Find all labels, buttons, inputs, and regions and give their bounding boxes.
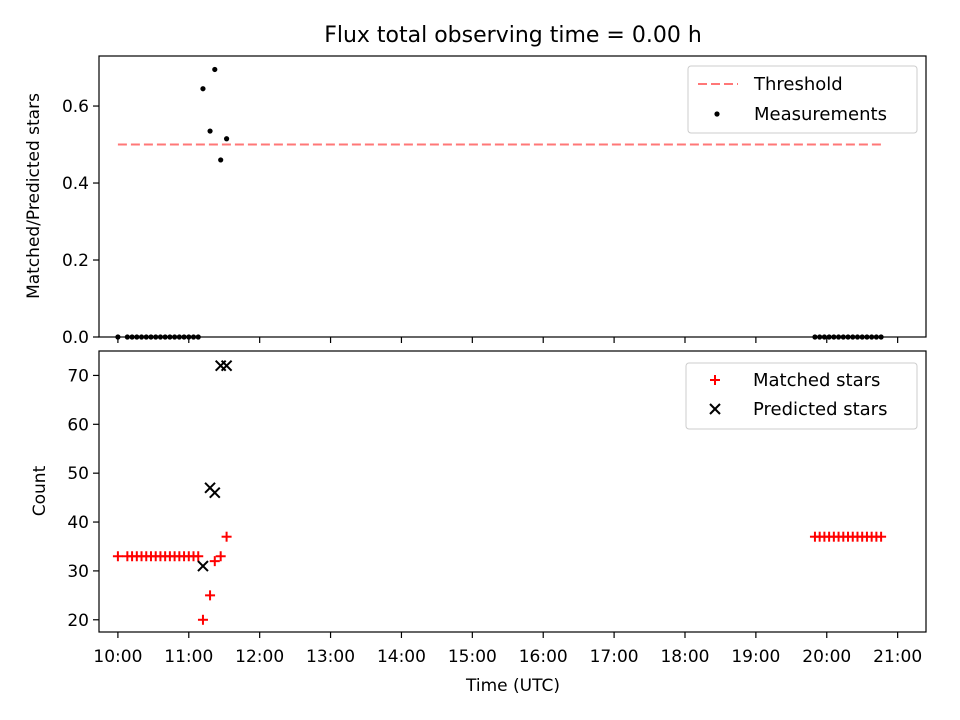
predicted-stars-legend-swatch	[709, 403, 721, 415]
matched-stars-legend-swatch	[710, 375, 720, 385]
measurement-point	[207, 128, 213, 134]
y-tick-label: 60	[67, 415, 89, 435]
y-tick-label: 0.6	[62, 97, 89, 117]
x-tick-label: 12:00	[235, 647, 284, 667]
bottom-axes: 20 30 40 50 60 70 10:00 11:00 12:00 13:00 14:00 15…	[30, 350, 927, 696]
x-tick-label: 16:00	[519, 647, 568, 667]
y-tick-label: 0.2	[62, 251, 89, 271]
y-tick-label: 30	[67, 562, 89, 582]
matched-star-point	[221, 531, 232, 542]
x-tick-label: 15:00	[448, 647, 497, 667]
x-tick-label: 11:00	[164, 647, 213, 667]
measurement-point	[212, 66, 218, 73]
predicted-stars-legend-label: Predicted stars	[753, 399, 887, 420]
top-x-ticks	[117, 337, 899, 343]
top-y-ticks: 0.0 0.2 0.4 0.6	[62, 97, 99, 348]
bottom-axes-frame	[98, 350, 927, 633]
measurement-point	[223, 136, 230, 142]
measurement-point	[200, 86, 206, 92]
bottom-y-axis-label: Count	[30, 465, 50, 516]
matched-star-point	[193, 551, 204, 562]
matched-stars-legend-label: Matched stars	[753, 370, 880, 391]
y-tick-label: 40	[67, 513, 89, 533]
y-tick-label: 50	[67, 464, 89, 484]
x-tick-label: 17:00	[590, 647, 639, 667]
predicted-star-point	[209, 487, 221, 499]
y-tick-label: 70	[67, 366, 89, 386]
top-legend: Threshold Measurements	[687, 65, 918, 134]
x-tick-label: 19:00	[731, 647, 780, 667]
top-axes: 0.0 0.2 0.4 0.6 Matched/Predicted stars Thr…	[24, 55, 927, 348]
x-tick-label: 10:00	[93, 647, 142, 667]
bottom-legend-box	[685, 362, 918, 430]
matched-star-point	[205, 590, 216, 601]
bottom-legend: Matched stars Predicted stars	[685, 362, 918, 430]
threshold-legend-label: Threshold	[753, 74, 843, 95]
predicted-star-point	[197, 560, 209, 572]
bottom-x-ticks: 10:00 11:00 12:00 13:00 14:00 15:00 16:00 17:00…	[93, 632, 922, 667]
top-axes-frame	[98, 55, 927, 338]
y-tick-label: 20	[67, 611, 89, 631]
chart-title: Flux total observing time = 0.00 h	[324, 23, 702, 48]
matched-star-point	[209, 556, 220, 567]
matched-star-point	[112, 551, 123, 562]
y-tick-label: 0.0	[62, 328, 89, 348]
y-tick-label: 0.4	[62, 174, 89, 194]
measurements-legend-swatch	[714, 111, 720, 117]
top-legend-box	[687, 65, 918, 134]
x-tick-label: 14:00	[377, 647, 426, 667]
measurements-legend-label: Measurements	[754, 104, 887, 125]
matched-star-point	[197, 614, 208, 625]
predicted-star-point	[220, 359, 233, 372]
x-axis-label: Time (UTC)	[465, 676, 560, 696]
top-y-axis-label: Matched/Predicted stars	[24, 93, 44, 299]
bottom-plot-area	[112, 359, 887, 625]
bottom-y-ticks: 20 30 40 50 60 70	[67, 366, 99, 631]
x-tick-label: 13:00	[306, 647, 355, 667]
x-tick-label: 20:00	[802, 647, 851, 667]
x-tick-label: 18:00	[660, 647, 709, 667]
x-tick-label: 21:00	[873, 647, 922, 667]
matched-star-point	[215, 551, 226, 562]
matched-star-point	[876, 531, 887, 542]
measurement-point	[218, 157, 224, 163]
